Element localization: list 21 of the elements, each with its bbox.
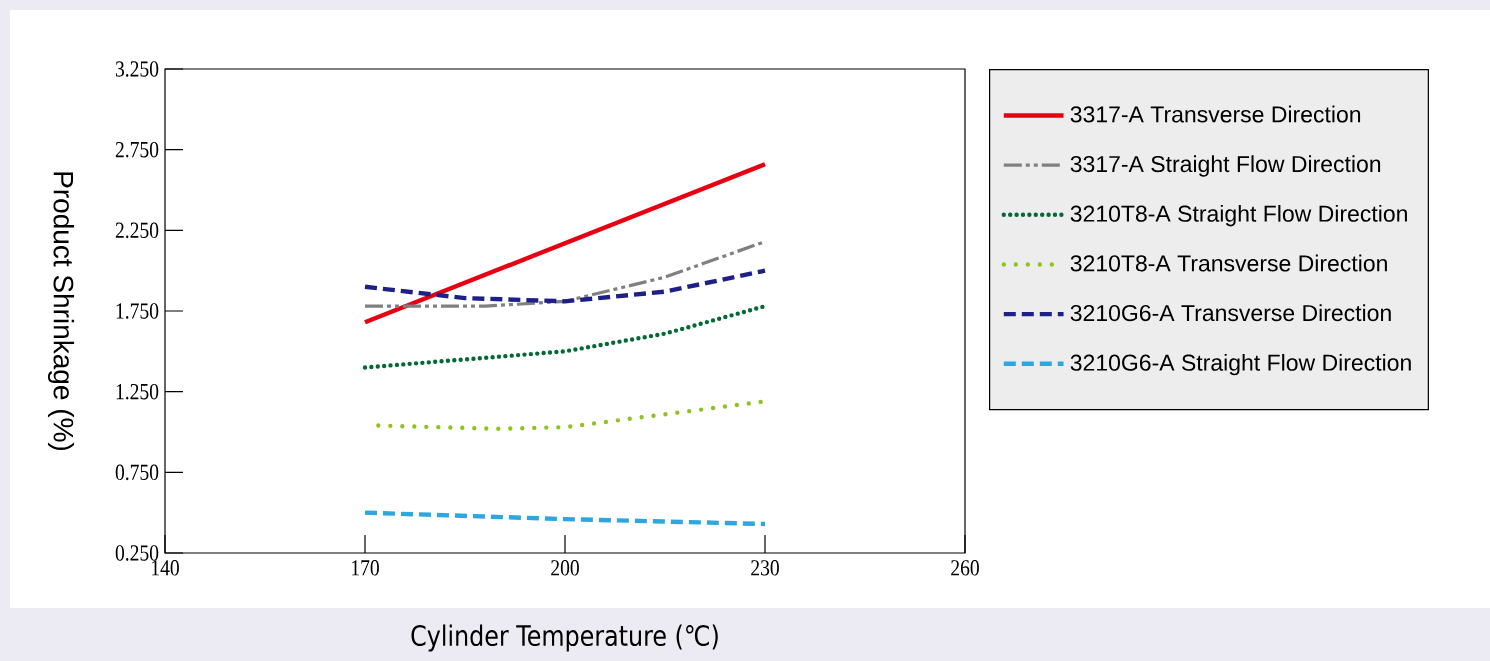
y-tick-label: 3.250 <box>115 61 159 77</box>
legend-label: 3210G6-A Transverse Direction <box>1070 304 1391 322</box>
legend-label: 3210T8-A Transverse Direction <box>1070 254 1387 272</box>
x-tick-label: 170 <box>352 560 379 576</box>
legend-label: 3210T8-A Straight Flow Direction <box>1070 204 1407 227</box>
y-tick-label: 2.750 <box>115 141 159 158</box>
x-tick-label: 260 <box>951 560 979 576</box>
y-tick-label: 1.750 <box>116 303 159 319</box>
y-tick-label: 1.250 <box>116 383 159 400</box>
y-axis-title: Product Shrinkage (%) <box>47 172 75 451</box>
x-axis-title: Cylinder Temperature (℃) <box>411 624 718 652</box>
line-series <box>362 268 768 304</box>
y-tick-label: 2.250 <box>115 222 159 239</box>
legend-label: 3317-A Straight Flow Direction <box>1070 155 1381 177</box>
y-tick-label: 0.750 <box>115 464 159 481</box>
x-tick-label: 200 <box>551 560 579 576</box>
x-tick-label: 230 <box>751 560 779 576</box>
y-tick-label: 0.250 <box>115 545 159 561</box>
legend-label: 3210G6-A Straight Flow Direction <box>1070 353 1411 376</box>
x-tick-label: 140 <box>152 560 179 576</box>
legend-label: 3317-A Transverse Direction <box>1070 105 1361 123</box>
